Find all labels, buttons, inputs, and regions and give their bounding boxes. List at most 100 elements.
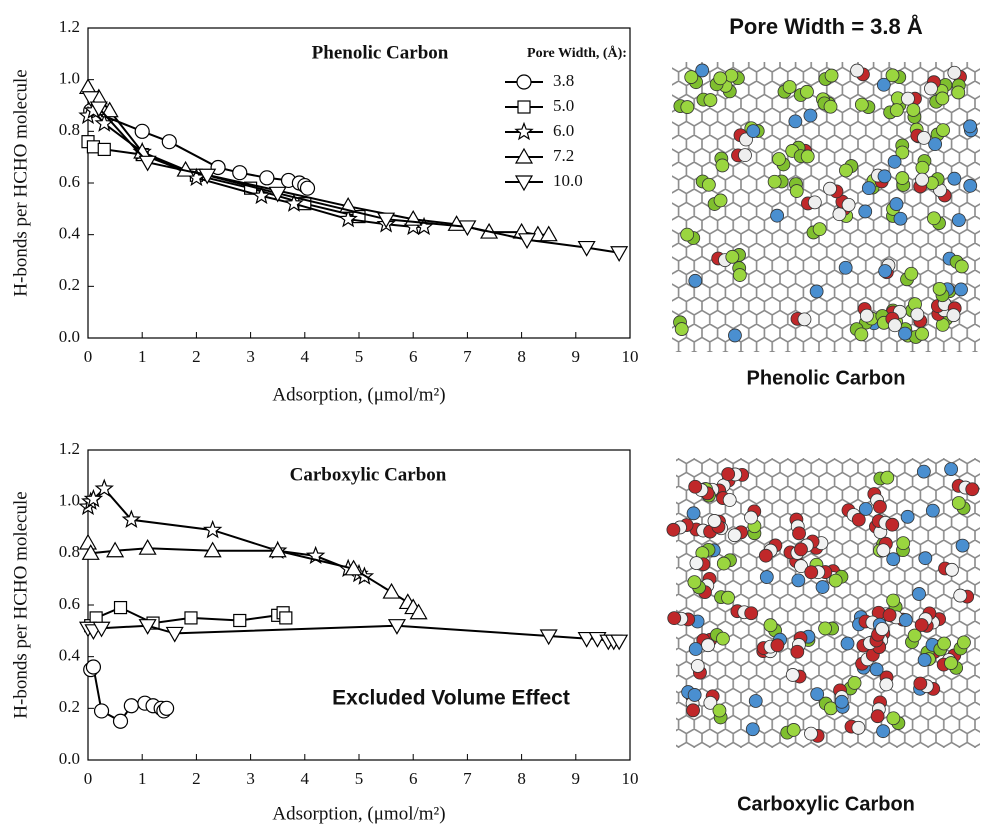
y-tick-label: 1.0 — [59, 69, 80, 88]
atom — [876, 724, 891, 739]
y-tick-label: 0.8 — [59, 542, 80, 561]
atom — [944, 462, 959, 477]
atom — [937, 636, 951, 651]
x-tick-label: 10 — [622, 347, 639, 366]
atom — [721, 467, 736, 481]
marker — [198, 168, 217, 185]
x-tick-label: 1 — [138, 769, 147, 788]
atom — [688, 273, 703, 288]
atom — [767, 174, 782, 189]
marker — [89, 101, 108, 118]
atom — [722, 493, 737, 507]
marker — [165, 626, 184, 643]
atom — [790, 644, 805, 659]
marker — [161, 134, 177, 150]
x-tick-label: 3 — [246, 347, 255, 366]
atom — [738, 148, 752, 163]
atom — [680, 227, 695, 242]
atom — [674, 322, 689, 336]
atom — [927, 211, 941, 226]
atom — [687, 575, 702, 590]
atom — [870, 709, 885, 724]
atom — [804, 726, 818, 741]
atom — [810, 687, 825, 701]
atom — [917, 653, 932, 667]
atom — [744, 510, 758, 525]
atom — [680, 100, 695, 114]
series-line — [87, 487, 365, 578]
atom — [812, 222, 827, 237]
atom — [690, 659, 705, 673]
atom — [748, 694, 763, 708]
atom — [840, 636, 855, 651]
atom — [877, 169, 892, 184]
atom — [716, 556, 731, 571]
marker — [202, 519, 223, 539]
marker — [458, 220, 477, 237]
marker — [409, 603, 428, 620]
atom — [944, 656, 958, 670]
atom — [915, 326, 929, 341]
atom — [823, 181, 837, 196]
atom — [935, 91, 950, 106]
atom — [946, 308, 961, 323]
atom — [759, 570, 774, 584]
marker — [251, 185, 272, 205]
atom — [885, 517, 900, 532]
marker — [387, 619, 406, 635]
atom — [689, 556, 704, 571]
atom — [889, 197, 904, 211]
atom — [963, 178, 978, 193]
atom — [800, 149, 815, 164]
atom — [713, 71, 728, 86]
marker — [106, 541, 125, 558]
legend-label: 6.0 — [553, 121, 574, 140]
x-tick-label: 7 — [463, 769, 472, 788]
marker — [158, 700, 175, 716]
atom — [794, 559, 808, 574]
atom — [686, 506, 701, 521]
y-tick-label: 0.4 — [59, 646, 81, 665]
atom — [851, 720, 866, 735]
legend-marker — [516, 74, 532, 90]
series-line — [87, 542, 420, 614]
atom — [794, 542, 808, 557]
atom — [957, 635, 971, 650]
atom — [893, 211, 908, 226]
atom — [721, 590, 735, 605]
x-axis-label: Adsorption, (μmol/m²) — [272, 384, 445, 405]
marker — [338, 208, 358, 228]
atom — [807, 195, 822, 210]
atom — [713, 193, 728, 208]
atom — [789, 184, 804, 198]
x-tick-label: 7 — [463, 347, 472, 366]
legend-marker — [514, 175, 534, 192]
atom — [953, 588, 968, 603]
atom — [854, 327, 869, 342]
atom — [758, 548, 773, 563]
atom — [915, 160, 930, 175]
marker — [203, 541, 222, 558]
chart-title: Phenolic Carbon — [312, 42, 449, 63]
y-tick-label: 1.0 — [59, 491, 80, 510]
marker — [134, 123, 150, 139]
marker — [577, 631, 596, 648]
legend-label: 7.2 — [553, 146, 574, 165]
y-tick-label: 1.2 — [59, 439, 80, 458]
atom — [947, 171, 962, 186]
atom — [701, 638, 715, 653]
atom — [904, 266, 919, 281]
atom — [887, 318, 902, 333]
atom — [782, 80, 797, 94]
atom — [886, 552, 901, 567]
x-tick-label: 4 — [301, 347, 310, 366]
marker — [284, 193, 304, 212]
x-tick-label: 2 — [192, 769, 201, 788]
atom — [809, 284, 824, 299]
marker — [268, 186, 287, 203]
atom — [745, 722, 760, 737]
marker — [92, 621, 111, 638]
atom — [686, 703, 700, 718]
marker — [233, 613, 247, 628]
x-tick-label: 6 — [409, 347, 418, 366]
